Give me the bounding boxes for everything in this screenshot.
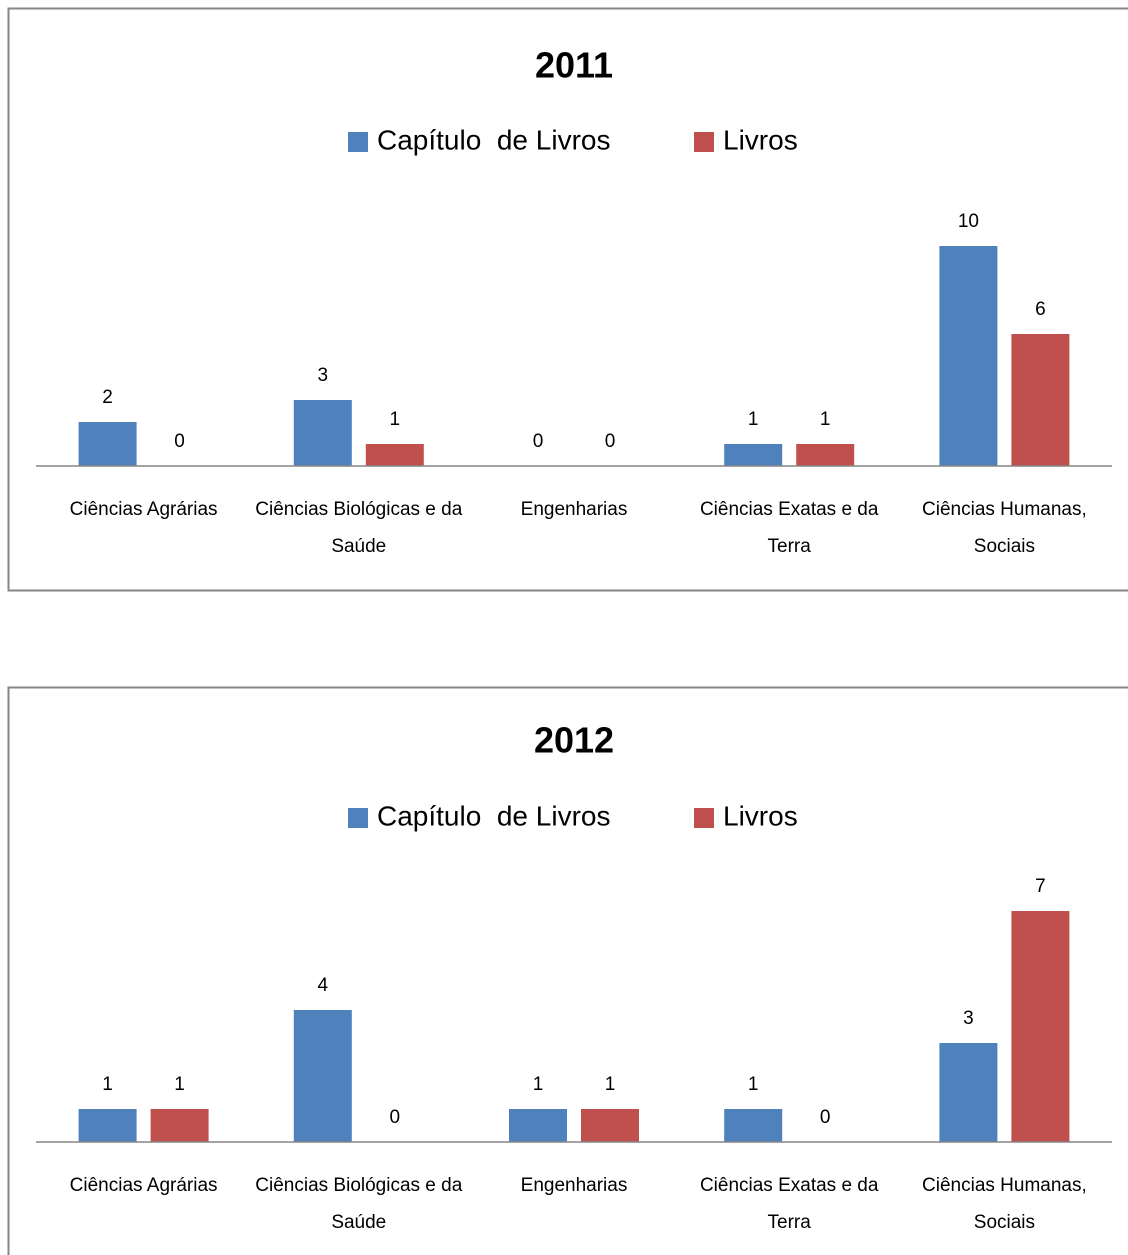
bar — [150, 1109, 209, 1142]
category-label: Ciências Agrárias — [69, 499, 218, 520]
x-tick-label: Ciências Agrárias — [69, 1175, 218, 1196]
data-label: 3 — [963, 1008, 974, 1029]
x-tick-label: Engenharias — [520, 499, 628, 520]
x-tick-label: Ciências Humanas, Sociais — [922, 1175, 1087, 1233]
bar — [78, 422, 137, 466]
category-label: Ciências Exatas e da Terra — [699, 499, 879, 557]
data-label: 1 — [748, 409, 759, 430]
data-label: 1 — [533, 1074, 544, 1095]
bar — [724, 1109, 783, 1142]
data-label: 4 — [318, 975, 329, 996]
category-label: Ciências Humanas, Sociais — [922, 1175, 1087, 1233]
data-label: 0 — [605, 431, 616, 452]
category-label: Ciências Agrárias — [69, 1175, 218, 1196]
category-label: Engenharias — [520, 499, 628, 520]
data-label: 1 — [102, 1074, 113, 1095]
legend-label: Capítulo de Livros — [377, 800, 610, 831]
bar — [293, 1010, 352, 1142]
bar — [509, 1109, 567, 1142]
data-label: 1 — [820, 409, 831, 430]
chart-title: 2012 — [534, 720, 614, 761]
data-label: 0 — [820, 1107, 831, 1128]
category-label: Engenharias — [520, 1175, 628, 1196]
legend-label: Capítulo de Livros — [377, 124, 610, 155]
legend-swatch — [694, 132, 714, 152]
x-tick-label: Engenharias — [520, 1175, 628, 1196]
category-label: Ciências Biológicas e da Saúde — [255, 499, 463, 557]
bar — [1011, 334, 1070, 466]
data-label: 7 — [1035, 876, 1046, 897]
legend-label: Livros — [723, 800, 798, 831]
data-label: 0 — [533, 431, 544, 452]
data-label: 1 — [605, 1074, 616, 1095]
bar — [78, 1109, 137, 1142]
bar — [939, 1043, 998, 1142]
data-label: 10 — [958, 211, 979, 232]
data-label: 6 — [1035, 299, 1046, 320]
x-tick-label: Ciências Biológicas e da Saúde — [255, 1175, 463, 1233]
data-label: 0 — [390, 1107, 401, 1128]
x-tick-label: Ciências Exatas e da Terra — [699, 1175, 879, 1233]
x-tick-label: Ciências Agrárias — [69, 499, 218, 520]
chart-border — [7, 7, 1128, 592]
x-tick-label: Ciências Exatas e da Terra — [699, 499, 879, 557]
bar — [293, 400, 352, 466]
category-label: Ciências Humanas, Sociais — [922, 499, 1087, 557]
legend-swatch — [694, 808, 714, 828]
legend-swatch — [348, 808, 368, 828]
bar — [939, 246, 998, 466]
bar — [796, 444, 855, 466]
data-label: 1 — [174, 1074, 185, 1095]
bar — [365, 444, 424, 466]
chart-title: 2011 — [535, 45, 613, 86]
chart-border — [7, 686, 1128, 1255]
bar — [724, 444, 783, 466]
bar — [581, 1109, 639, 1142]
data-label: 0 — [174, 431, 185, 452]
category-label: Ciências Biológicas e da Saúde — [255, 1175, 463, 1233]
bar — [1011, 911, 1070, 1142]
x-tick-label: Ciências Biológicas e da Saúde — [255, 499, 463, 557]
data-label: 2 — [102, 387, 113, 408]
data-label: 3 — [318, 365, 329, 386]
legend-swatch — [348, 132, 368, 152]
x-tick-label: Ciências Humanas, Sociais — [922, 499, 1087, 557]
legend-label: Livros — [723, 124, 798, 155]
data-label: 1 — [390, 409, 401, 430]
category-label: Ciências Exatas e da Terra — [699, 1175, 879, 1233]
data-label: 1 — [748, 1074, 759, 1095]
